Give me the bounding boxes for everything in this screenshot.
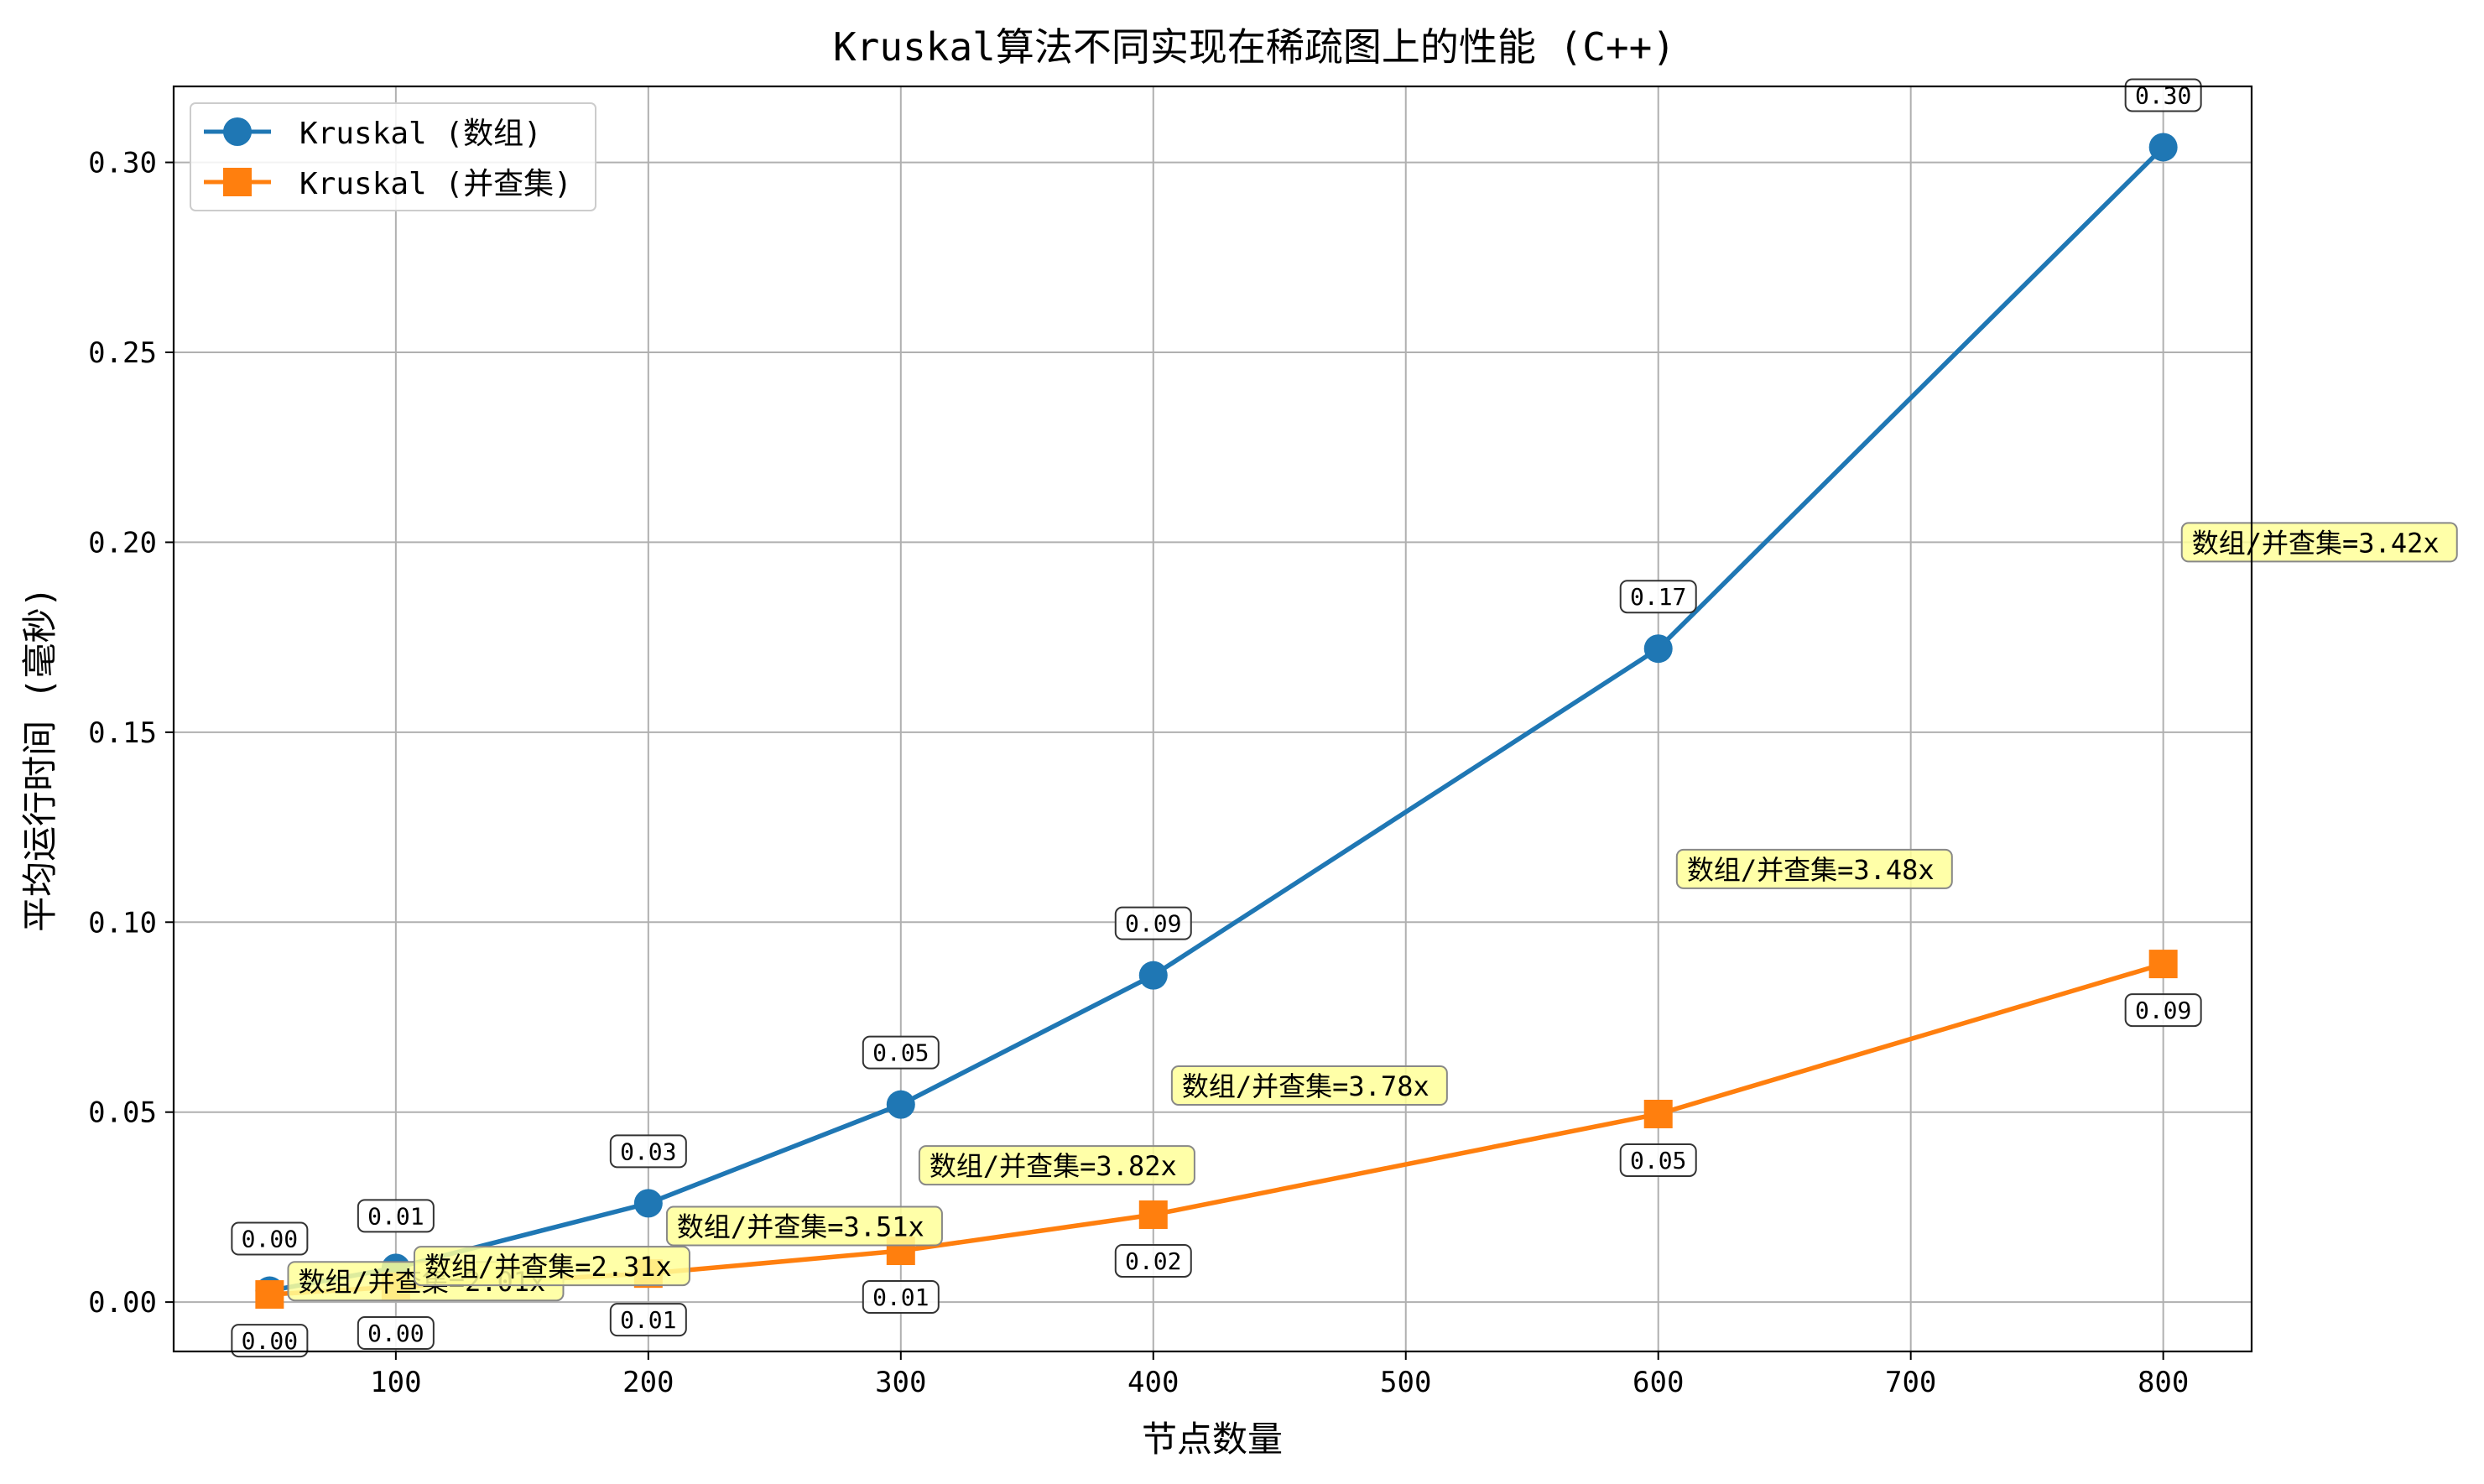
value-label: 0.02 <box>1125 1247 1181 1275</box>
value-label: 0.00 <box>242 1327 298 1355</box>
ratio-annotation-box <box>918 1145 1195 1186</box>
value-label-box <box>231 1221 309 1256</box>
value-label: 0.01 <box>367 1202 424 1230</box>
y-tick-label: 0.25 <box>88 336 157 370</box>
value-label: 0.01 <box>620 1306 676 1334</box>
value-label-box <box>609 1134 687 1169</box>
y-axis-label: 平均运行时间 (毫秒) <box>19 586 60 932</box>
ratio-annotation: 数组/并查集=3.82x <box>930 1150 1177 1182</box>
ratio-annotation: 数组/并查集=3.51x <box>677 1211 924 1243</box>
data-point-circle <box>1138 961 1168 990</box>
value-label-box <box>1619 580 1697 614</box>
ratio-annotation: 数组/并查集=3.78x <box>1182 1070 1429 1102</box>
y-tick-label: 0.30 <box>88 147 157 180</box>
x-tick-label: 500 <box>1380 1366 1431 1399</box>
data-point-circle <box>886 1090 915 1119</box>
value-label-box <box>2124 993 2202 1028</box>
legend-marker-circle-icon <box>223 117 252 146</box>
ratio-annotation-box <box>1675 848 1953 889</box>
x-tick-label: 100 <box>370 1366 421 1399</box>
ratio-annotation-box <box>665 1205 943 1247</box>
ratio-annotation: 数组/并查集=3.42x <box>2192 527 2440 559</box>
legend-marker-square-icon <box>223 168 252 196</box>
legend-label-array: Kruskal (数组) <box>299 117 542 151</box>
grid-lines <box>174 86 2252 1351</box>
ratio-annotation-box <box>1170 1065 1448 1106</box>
data-point-square <box>1643 1099 1673 1128</box>
legend: Kruskal (数组) Kruskal (并查集) <box>190 102 596 211</box>
value-label-box <box>609 1303 687 1337</box>
ratio-annotation-box <box>2180 522 2458 563</box>
ratio-annotation-box <box>413 1246 690 1287</box>
x-tick-label: 700 <box>1885 1366 1936 1399</box>
legend-box <box>190 102 596 211</box>
x-tick-label: 300 <box>875 1366 926 1399</box>
data-point-circle <box>2148 133 2178 162</box>
data-point-circle <box>1643 634 1673 664</box>
value-label-box <box>1619 1143 1697 1177</box>
chart-title: Kruskal算法不同实现在稀疏图上的性能 (C++) <box>833 24 1675 70</box>
value-label: 0.05 <box>872 1039 929 1067</box>
data-point-circle <box>633 1189 663 1218</box>
y-tick-label: 0.00 <box>88 1286 157 1320</box>
legend-label-union-find: Kruskal (并查集) <box>299 167 572 201</box>
ratio-annotation: 数组/并查集=3.48x <box>1687 854 1935 886</box>
value-label: 0.05 <box>1630 1147 1686 1174</box>
x-tick-label: 200 <box>622 1366 674 1399</box>
value-label: 0.09 <box>1125 910 1181 938</box>
value-label-box <box>357 1199 435 1233</box>
value-label: 0.03 <box>620 1138 676 1165</box>
y-tick-label: 0.20 <box>88 526 157 560</box>
value-label-box <box>862 1035 940 1070</box>
data-point-square <box>1138 1200 1168 1229</box>
data-point-square <box>2148 950 2178 979</box>
value-label: 0.01 <box>872 1284 929 1311</box>
x-tick-label: 400 <box>1127 1366 1179 1399</box>
value-label-box <box>231 1324 309 1358</box>
value-label: 0.00 <box>367 1320 424 1347</box>
value-label-box <box>357 1316 435 1351</box>
x-axis-label: 节点数量 <box>1142 1419 1283 1460</box>
x-tick-label: 800 <box>2138 1366 2189 1399</box>
data-point-square <box>255 1280 284 1310</box>
value-label-box <box>1114 1243 1192 1278</box>
annotation-layer: 0.000.010.030.050.090.170.300.00 0.00 0.01… <box>231 78 2458 1358</box>
axis-ticks: 100 200 300 400 500 600 700 800 0.00 0.05 0.10 0.15… <box>88 147 2189 1399</box>
x-tick-label: 600 <box>1633 1366 1684 1399</box>
value-label: 0.00 <box>242 1226 298 1253</box>
y-tick-label: 0.10 <box>88 906 157 940</box>
value-label: 0.17 <box>1630 583 1686 611</box>
value-label-box <box>1114 906 1192 940</box>
ratio-annotation: 数组/并查集=2.31x <box>424 1251 672 1283</box>
y-tick-label: 0.05 <box>88 1096 157 1130</box>
plot-area-frame <box>172 85 2253 1353</box>
value-label: 0.09 <box>2135 997 2191 1024</box>
value-label-box <box>862 1279 940 1314</box>
y-tick-label: 0.15 <box>88 716 157 750</box>
